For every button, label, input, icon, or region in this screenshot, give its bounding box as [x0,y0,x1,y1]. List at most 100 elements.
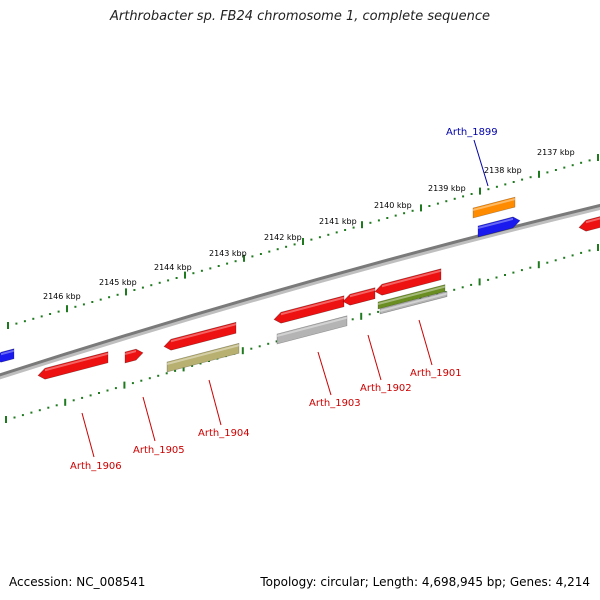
gene-features [0,196,600,380]
leader-line-arth-1906 [81,412,95,458]
tick-label: 2144 kbp [154,263,192,272]
gene-label-arth-1899[interactable]: Arth_1899 [446,127,498,138]
feature-bar-arth-1904-highlight [167,344,239,365]
feature-bar-arth-1899-highlight [473,198,515,211]
inner-tick-mark [114,387,117,390]
gene-arrow-reverse-highlight [1,349,14,356]
tick-label: 2137 kbp [537,148,575,157]
outer-tick-mark [453,197,456,200]
inner-tick-mark [81,396,84,399]
inner-tick-mark [512,271,515,274]
outer-tick-mark [521,178,524,181]
outer-tick-mark [285,245,288,248]
inner-tick-mark [258,345,261,348]
outer-tick-mark [436,202,439,205]
gene-arrow-arth-1906-highlight [45,352,108,372]
gene-label-arth-1905[interactable]: Arth_1905 [133,445,185,456]
outer-tick-mark [411,209,414,212]
outer-tick-mark [571,164,574,167]
gene-label-arth-1901[interactable]: Arth_1901 [410,368,462,379]
outer-tick-track [7,154,599,329]
outer-tick-mark [259,253,262,255]
gene-arrow-arth-1906 [37,351,109,380]
gene-arrow-arth-1904-highlight [171,323,236,343]
outer-tick-mark [538,170,540,178]
inner-tick-mark [537,261,540,269]
inner-tick-mark [487,278,490,281]
gene-arrow-right-edge [578,216,600,232]
tick-label: 2143 kbp [209,249,247,258]
inner-tick-mark [588,249,591,252]
outer-tick-mark [268,250,271,253]
gene-arrow-arth-1903-highlight [281,296,344,316]
inner-tick-mark [199,362,202,365]
outer-tick-mark [251,255,254,258]
outer-tick-mark [310,238,313,241]
outer-tick-mark [487,188,490,191]
outer-tick-mark [344,229,347,231]
gene-label-arth-1903[interactable]: Arth_1903 [309,398,361,409]
feature-bar-arth-1903-highlight [277,316,347,337]
tick-labels: 2137 kbp 2138 kbp 2139 kbp 2140 kbp 2141… [43,148,575,301]
accession-text: Accession: NC_008541 [9,575,146,589]
inner-tick-mark [368,313,371,316]
gene-labels: Arth_1899 Arth_1901 Arth_1902 Arth_1903 … [70,127,498,472]
inner-tick-mark [5,416,7,423]
inner-tick-mark [241,347,244,355]
outer-tick-mark [158,281,161,284]
inner-tick-mark [563,256,566,259]
inner-tick-mark [470,283,473,286]
outer-tick-mark [293,243,296,246]
inner-tick-mark [72,399,75,402]
gene-arrow-arth-1901 [374,268,442,296]
tick-label: 2145 kbp [99,278,137,287]
tick-label: 2142 kbp [264,233,302,242]
outer-tick-mark [377,219,380,222]
outer-tick-mark [420,204,422,212]
gene-arrow-arth-1904 [163,321,237,351]
inner-tick-mark [98,392,100,394]
outer-tick-mark [192,272,195,275]
outer-tick-mark [184,271,186,279]
gene-arrow-arth-1901-highlight [382,269,441,288]
inner-tick-mark [174,369,177,372]
inner-tick-mark [191,364,194,367]
outer-tick-mark [352,226,355,229]
inner-tick-mark [571,254,574,257]
gene-label-arth-1904[interactable]: Arth_1904 [198,428,250,439]
feature-bar-arth-1901 [377,284,446,310]
outer-tick-mark [99,298,102,301]
gene-label-arth-1902[interactable]: Arth_1902 [360,383,412,394]
leader-line-arth-1903 [317,351,332,396]
outer-tick-mark [32,317,35,320]
outer-tick-mark [445,200,448,203]
outer-tick-mark [327,233,330,236]
leader-line-arth-1902 [367,334,382,381]
inner-tick-mark [495,276,498,279]
feature-bar-arth-1904 [166,342,240,373]
outer-tick-mark [394,214,397,217]
gene-leader-lines [81,139,489,458]
outer-tick-mark [588,159,591,162]
outer-tick-mark [23,320,26,323]
gene-arrow-arth-1902-highlight [350,288,375,298]
outer-tick-mark [302,238,304,245]
inner-tick-mark [157,374,160,377]
chromosome-backbone [0,204,600,380]
outer-tick-mark [369,221,372,224]
outer-tick-mark [318,236,321,239]
outer-tick-mark [504,183,507,186]
inner-tick-mark [38,409,41,412]
outer-tick-mark [209,267,212,270]
inner-tick-mark [360,312,363,320]
outer-tick-mark [243,254,245,262]
outer-tick-mark [470,193,473,195]
inner-tick-mark [89,394,92,397]
feature-bar-arth-1901-lower-highlight [380,292,447,312]
gene-label-arth-1906[interactable]: Arth_1906 [70,461,122,472]
inner-tick-mark [597,244,599,251]
feature-bar-arth-1901-lower [379,291,448,315]
outer-tick-mark [15,322,18,325]
outer-tick-mark [403,212,406,215]
